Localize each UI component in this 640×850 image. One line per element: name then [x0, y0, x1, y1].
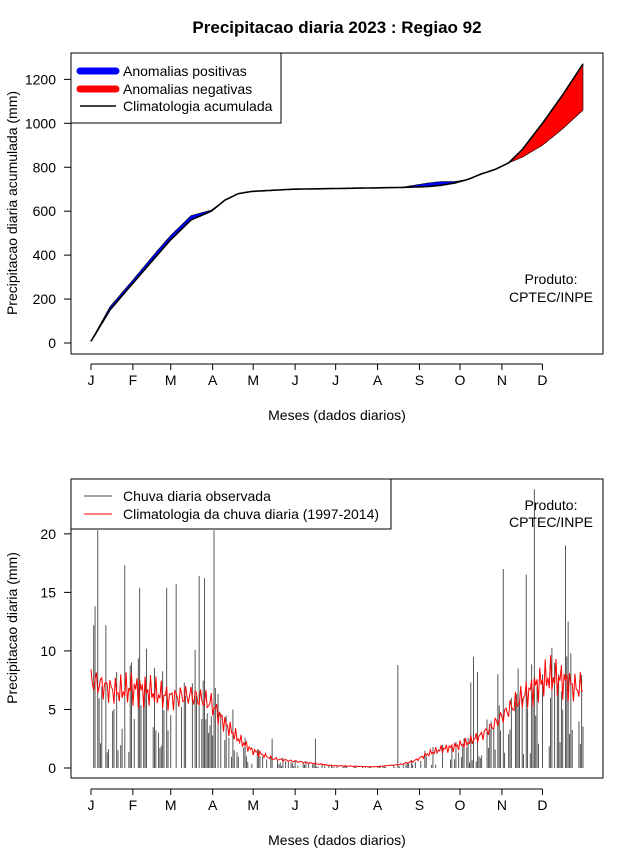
- y-tick-label: 400: [33, 247, 57, 263]
- x-axis-label-top: Meses (dados diarios): [268, 407, 406, 423]
- x-tick-label: J: [88, 797, 95, 813]
- product-label-line1-top: Produto:: [525, 271, 578, 287]
- y-tick-label: 200: [33, 291, 57, 307]
- x-tick-label: N: [497, 797, 507, 813]
- x-tick-label: A: [208, 372, 218, 388]
- x-tick-label: A: [208, 797, 218, 813]
- legend-label-negative: Anomalias negativas: [123, 81, 252, 97]
- x-tick-label: O: [455, 372, 466, 388]
- y-axis-label-bottom: Precipitacao diaria (mm): [4, 552, 20, 704]
- x-tick-label: J: [292, 797, 299, 813]
- y-axis-bottom: 0 5 10 15 20: [40, 526, 71, 776]
- legend-box: [70, 478, 392, 530]
- legend-label-clim-daily: Climatologia da chuva diaria (1997-2014): [123, 506, 379, 522]
- y-tick-label: 1200: [25, 71, 56, 87]
- x-tick-label: S: [415, 797, 424, 813]
- x-tick-label: J: [292, 372, 299, 388]
- observed-bars: [93, 489, 584, 768]
- legend-label-observed: Chuva diaria observada: [123, 488, 271, 504]
- y-tick-label: 0: [48, 335, 56, 351]
- daily-climatology-line: [90, 655, 583, 768]
- product-label-line1-bottom: Produto:: [525, 497, 578, 513]
- x-tick-label: A: [373, 797, 383, 813]
- x-tick-label: J: [332, 372, 339, 388]
- y-tick-label: 800: [33, 159, 57, 175]
- daily-panel: 0 5 10 15 20 J F M A M J J A S O N D Meses (dados diari…: [4, 478, 604, 848]
- negative-anomaly-area: [509, 63, 584, 163]
- x-tick-label: F: [129, 372, 138, 388]
- legend-bottom: Chuva diaria observada Climatologia da c…: [70, 478, 392, 530]
- legend-label-positive: Anomalias positivas: [123, 63, 247, 79]
- y-tick-label: 15: [40, 584, 56, 600]
- x-tick-label: F: [129, 797, 138, 813]
- climatology-line: [90, 63, 584, 342]
- y-axis-top: 0 200 400 600 800 1000 1200: [25, 71, 71, 351]
- x-axis-label-bottom: Meses (dados diarios): [268, 832, 406, 848]
- x-tick-label: J: [88, 372, 95, 388]
- cumulative-panel: 0 200 400 600 800 1000 1200 J F M A M J J A S O N D Meses…: [4, 52, 604, 423]
- x-tick-label: M: [247, 372, 259, 388]
- x-tick-label: D: [537, 797, 547, 813]
- chart-title: Precipitacao diaria 2023 : Regiao 92: [192, 18, 481, 37]
- y-tick-label: 5: [48, 701, 56, 717]
- y-axis-label-top: Precipitacao diaria acumulada (mm): [4, 91, 20, 315]
- plot-frame-top: [70, 52, 604, 355]
- y-tick-label: 10: [40, 643, 56, 659]
- product-label-line2-bottom: CPTEC/INPE: [509, 514, 593, 530]
- y-tick-label: 1000: [25, 115, 56, 131]
- x-tick-label: M: [165, 797, 177, 813]
- x-tick-label: D: [537, 372, 547, 388]
- legend-top: Anomalias positivas Anomalias negativas …: [70, 52, 282, 124]
- x-tick-label: M: [247, 797, 259, 813]
- x-tick-label: O: [455, 797, 466, 813]
- positive-anomaly-area: [90, 200, 224, 343]
- x-tick-label: S: [415, 372, 424, 388]
- x-tick-label: M: [165, 372, 177, 388]
- y-tick-label: 0: [48, 760, 56, 776]
- product-label-line2-top: CPTEC/INPE: [509, 289, 593, 305]
- x-tick-label: A: [373, 372, 383, 388]
- x-tick-label: N: [497, 372, 507, 388]
- x-tick-label: J: [332, 797, 339, 813]
- y-tick-label: 20: [40, 526, 56, 542]
- legend-label-climatology: Climatologia acumulada: [123, 98, 273, 114]
- y-tick-label: 600: [33, 203, 57, 219]
